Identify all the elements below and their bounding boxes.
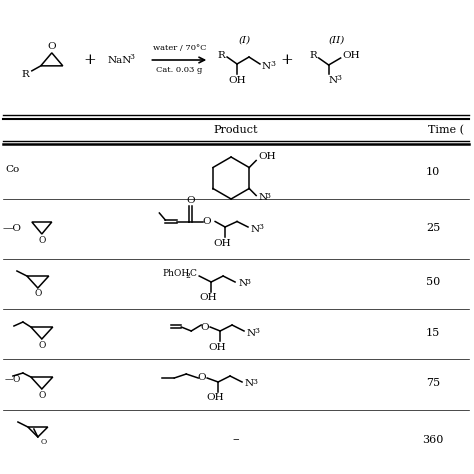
Text: R: R — [21, 70, 29, 79]
Text: 75: 75 — [426, 378, 440, 388]
Text: 3: 3 — [252, 378, 257, 386]
Text: –: – — [233, 434, 239, 447]
Text: 15: 15 — [426, 328, 440, 338]
Text: O: O — [47, 42, 56, 51]
Text: O: O — [38, 236, 46, 245]
Text: O: O — [38, 391, 46, 400]
Text: PhOH: PhOH — [163, 270, 190, 279]
Text: O: O — [201, 322, 210, 331]
Text: 3: 3 — [337, 74, 342, 82]
Text: 2: 2 — [185, 272, 190, 280]
Text: R: R — [218, 51, 225, 60]
Text: (I): (I) — [239, 36, 251, 45]
Text: 3: 3 — [254, 327, 259, 335]
Text: 25: 25 — [426, 223, 440, 233]
Text: OH: OH — [200, 293, 217, 302]
Text: O: O — [186, 195, 194, 204]
Text: N: N — [251, 225, 260, 234]
Text: Product: Product — [214, 125, 258, 135]
Text: Co: Co — [5, 164, 19, 173]
Text: 3: 3 — [129, 53, 135, 61]
Text: NaN: NaN — [108, 55, 132, 64]
Text: Cat. 0.03 g: Cat. 0.03 g — [156, 66, 202, 74]
Text: OH: OH — [206, 393, 224, 402]
Text: N: N — [262, 62, 271, 71]
Text: 3: 3 — [258, 223, 263, 231]
Text: 3: 3 — [270, 60, 275, 68]
Text: 50: 50 — [426, 277, 440, 287]
Text: 3: 3 — [265, 191, 270, 200]
Text: O: O — [203, 217, 211, 226]
Text: N: N — [258, 193, 267, 202]
Text: R: R — [309, 51, 317, 60]
Text: OH: OH — [258, 152, 276, 161]
Text: +: + — [281, 53, 293, 67]
Text: C: C — [189, 270, 196, 279]
Text: —O: —O — [5, 374, 21, 383]
Text: O: O — [38, 340, 46, 349]
Text: water / 70°C: water / 70°C — [153, 44, 206, 52]
Text: 360: 360 — [422, 435, 444, 445]
Text: (II): (II) — [328, 36, 345, 45]
Text: O: O — [34, 290, 42, 299]
Text: O: O — [198, 374, 207, 383]
Text: N: N — [245, 380, 254, 389]
Text: OH: OH — [343, 51, 360, 60]
Text: N: N — [247, 328, 256, 337]
Text: O: O — [41, 438, 47, 446]
Text: 10: 10 — [426, 167, 440, 177]
Text: —O: —O — [3, 224, 22, 233]
Text: OH: OH — [228, 75, 246, 84]
Text: +: + — [83, 53, 96, 67]
Text: N: N — [238, 280, 247, 289]
Text: N: N — [328, 75, 338, 84]
Text: Time (: Time ( — [428, 125, 464, 135]
Text: OH: OH — [213, 238, 231, 247]
Text: OH: OH — [208, 343, 226, 352]
Text: 3: 3 — [245, 278, 250, 286]
